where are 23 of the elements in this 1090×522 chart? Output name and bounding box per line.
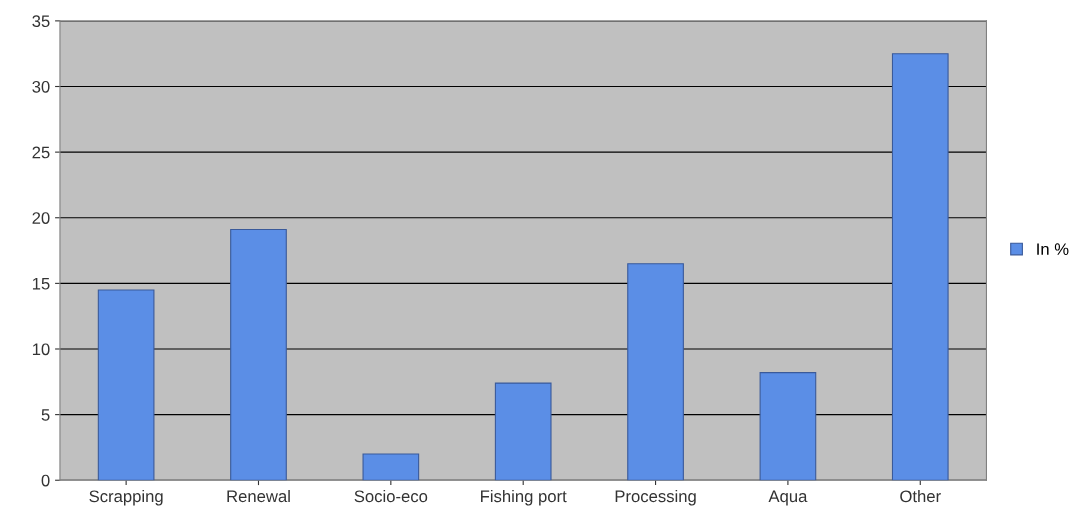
y-tick-label: 30 [32,80,50,93]
y-tick-label: 35 [32,15,50,28]
y-tick-label: 25 [32,146,50,159]
bar [230,229,287,481]
bar [759,372,817,481]
x-tick-label: Aqua [768,490,808,506]
bar [362,453,420,481]
x-tick-label: Socio-eco [354,489,428,503]
bar [97,289,155,481]
x-tick-label: Other [900,489,941,503]
x-tick-label: Renewal [227,489,290,503]
bar [494,382,552,481]
y-tick-label: 5 [41,409,50,421]
bar [891,53,949,481]
y-tick-label: 15 [32,277,50,290]
y-tick-label: 0 [41,474,50,487]
legend-label: In % [1037,243,1069,255]
bar [627,263,684,481]
x-tick-label: Scrapping [89,489,163,506]
y-tick-label: 20 [32,212,50,224]
x-tick-label: Processing [615,489,696,506]
y-tick-label: 10 [32,343,50,356]
x-tick-label: Fishing port [481,489,567,506]
